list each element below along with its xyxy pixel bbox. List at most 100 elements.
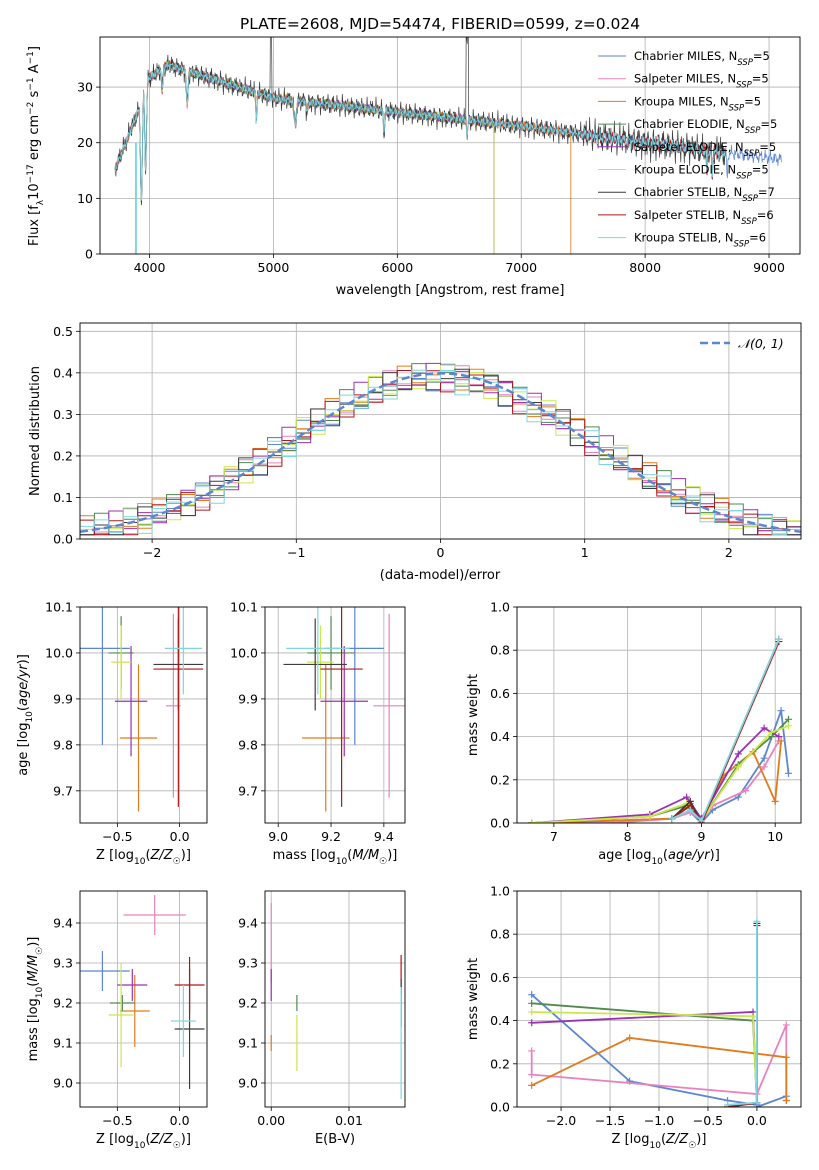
- weight-line-kroupa-elodie: [531, 724, 789, 823]
- label-part: log: [114, 848, 134, 863]
- weight-marker: [767, 728, 775, 736]
- legend-suffix: =5: [760, 117, 777, 131]
- y-axis-label: age [log10(age/yr)]: [16, 654, 35, 776]
- label-part: )]: [16, 654, 31, 664]
- weight-marker: [771, 797, 779, 805]
- axes-frame: [516, 606, 802, 824]
- legend-text: Chabrier ELODIE, N: [634, 117, 745, 131]
- y-tick-label: 0.8: [490, 643, 510, 658]
- legend-suffix: =5: [744, 94, 761, 108]
- legend-entry: Kroupa ELODIE, NSSP=5: [634, 163, 769, 182]
- legend-entry: Chabrier STELIB, NSSP=7: [634, 185, 775, 204]
- axes-frame: [79, 890, 208, 1108]
- legend-subscript: SSP: [736, 81, 752, 91]
- y-tick-label: 9.0: [238, 1076, 258, 1091]
- weight-marker: [528, 1008, 536, 1016]
- label-part: (: [145, 1132, 150, 1147]
- weight-marker: [528, 819, 536, 823]
- age-vs-mass-panel: 9.0 9.2 9.4 9.7 9.8 9.9 10.0 10.1 mass [log10(M/…: [230, 600, 406, 867]
- legend-subscript: SSP: [742, 194, 758, 204]
- x-axis-label: Z [log10(Z/Z☉)]: [612, 1132, 707, 1151]
- label-part: (: [661, 1132, 666, 1147]
- x-tick-label: 5000: [258, 260, 290, 275]
- legend-suffix: =5: [759, 140, 776, 154]
- x-tick-label: 7000: [505, 260, 537, 275]
- label-part: 10: [134, 857, 146, 867]
- legend-text: Salpeter MILES, N: [634, 72, 736, 86]
- weight-marker: [777, 737, 785, 745]
- label-part: 10: [134, 1141, 146, 1151]
- y-tick-label: 9.2: [53, 996, 73, 1011]
- label-part: )]: [181, 848, 191, 863]
- weight-marker: [760, 754, 768, 762]
- normal-curve: [80, 372, 801, 533]
- weight-line-chabrier-stelib: [671, 639, 780, 823]
- label-part: M/M: [352, 848, 379, 863]
- y-tick-label: 0.2: [53, 448, 73, 463]
- x-tick-label: −2.0: [546, 1113, 576, 1128]
- weight-marker: [782, 1021, 790, 1029]
- y-tick-label: 10.1: [230, 600, 258, 615]
- legend-entry: Chabrier MILES, NSSP=5: [634, 49, 770, 68]
- legend-suffix: =6: [757, 208, 774, 222]
- label-part: (: [663, 848, 668, 863]
- y-tick-label: 1.0: [490, 884, 510, 899]
- y-tick-label: 0.2: [490, 1056, 510, 1071]
- axes-frame: [516, 890, 802, 1108]
- label-part: log: [114, 1132, 134, 1147]
- y-tick-label: 30: [77, 80, 93, 95]
- label-part: Z [: [612, 1132, 630, 1147]
- x-tick-label: 1: [581, 545, 589, 560]
- label-part: ☉: [173, 857, 181, 867]
- y-tick-label: 0.8: [490, 927, 510, 942]
- label-part: Z [: [96, 848, 114, 863]
- x-tick-label: 0.0: [170, 829, 190, 844]
- label-part: 10: [27, 183, 42, 200]
- weight-line-salpeter-stelib: [671, 641, 780, 823]
- axes-frame: [79, 606, 208, 824]
- weight-marker: [626, 1034, 634, 1042]
- y-tick-label: 9.8: [238, 737, 258, 752]
- x-tick-label: 10: [767, 829, 783, 844]
- y-axis-label: mass [log10(M/M☉)]: [26, 937, 45, 1062]
- age-vs-metallicity-panel: −0.5 0.09.79.89.910.010.1Z [log10(Z/Z☉)]a…: [16, 600, 208, 867]
- label-part: mass [: [26, 1018, 41, 1061]
- x-tick-label: −1: [287, 545, 305, 560]
- label-part: (: [347, 848, 352, 863]
- x-tick-label: 0.0: [747, 1113, 767, 1128]
- y-tick-label: 9.4: [53, 916, 73, 931]
- weight-marker: [528, 1081, 536, 1089]
- label-part: log: [26, 998, 41, 1018]
- legend-text: Chabrier MILES, N: [634, 49, 737, 63]
- weight-line-salpeter-miles: [531, 740, 780, 823]
- plot-area: [80, 362, 801, 536]
- weight-marker: [724, 1101, 732, 1107]
- weight-marker: [697, 817, 705, 823]
- legend-subscript: SSP: [736, 172, 752, 182]
- label-part: age [: [598, 848, 631, 863]
- x-tick-label: 9.2: [321, 829, 341, 844]
- x-tick-label: −1.0: [644, 1113, 674, 1128]
- x-tick-label: −2: [143, 545, 161, 560]
- y-tick-label: 0.0: [490, 816, 510, 831]
- weight-marker: [683, 793, 691, 801]
- x-tick-label: 9.4: [374, 829, 394, 844]
- label-part: 10: [651, 857, 663, 867]
- weight-marker: [784, 722, 792, 730]
- legend-text: Salpeter ELODIE, N: [634, 140, 744, 154]
- y-tick-label: 0.4: [490, 729, 510, 744]
- label-part: (: [26, 982, 41, 987]
- legend-entry: Salpeter ELODIE, NSSP=5: [634, 140, 776, 159]
- weight-marker: [528, 1047, 536, 1055]
- label-part: )]: [710, 848, 720, 863]
- label-part: (: [145, 848, 150, 863]
- y-tick-label: 9.1: [238, 1036, 258, 1051]
- weight-marker: [528, 999, 536, 1007]
- weight-marker: [753, 1099, 761, 1107]
- x-axis-label: Z [log10(Z/Z☉)]: [96, 848, 191, 867]
- weight-marker: [784, 715, 792, 723]
- y-tick-label: 9.9: [53, 691, 73, 706]
- weight-marker: [775, 635, 783, 643]
- spectrum-line-salpeter-elodie: [114, 61, 495, 254]
- legend-suffix: =5: [752, 72, 769, 86]
